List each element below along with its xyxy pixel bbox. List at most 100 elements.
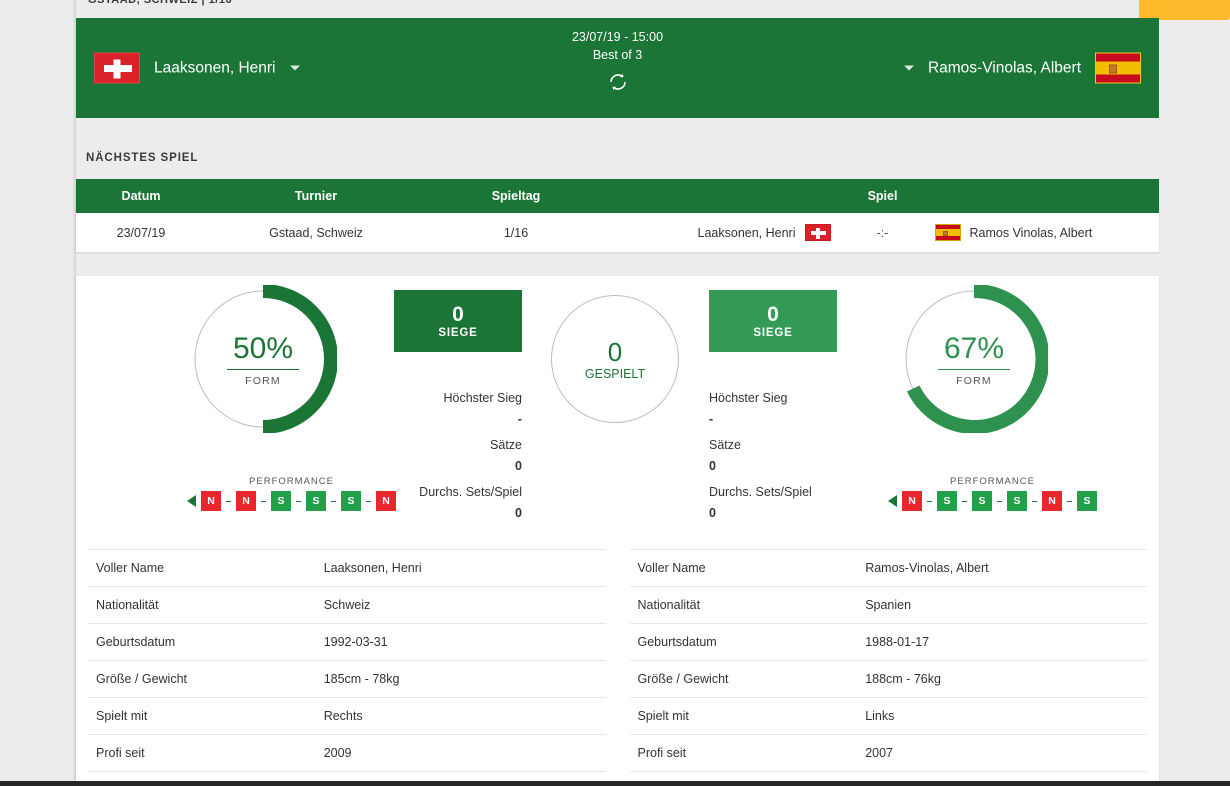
spain-flag-icon [934,224,961,241]
info-value: 1992-03-31 [323,635,388,649]
form-caption-left: FORM [245,374,281,387]
info-value: Ramos-Vinolas, Albert [865,561,989,575]
info-row: Nationalität Spanien [629,587,1147,624]
column-header-spiel: Spiel [606,179,1159,213]
form-donut-left: 50% FORM [189,285,337,433]
performance-badge[interactable]: S [271,491,291,511]
performance-badge[interactable]: S [1007,491,1027,511]
switzerland-flag-icon [94,52,140,84]
performance-badge[interactable]: N [201,491,221,511]
info-value: Laaksonen, Henri [323,561,422,575]
refresh-icon[interactable] [605,69,631,95]
stat-list-left: Höchster Sieg - Sätze 0 Durchs. Sets/Spi… [372,388,522,529]
info-table-right: Voller Name Ramos-Vinolas, Albert National… [629,549,1147,772]
info-value: 1988-01-17 [865,635,930,649]
info-row: Profi seit 2009 [88,735,606,772]
row-player2-name: Ramos Vinolas, Albert [969,225,1093,240]
chevron-down-icon[interactable] [903,65,914,71]
cell-spieltag: 1/16 [426,213,606,252]
performance-badge[interactable]: S [306,491,326,511]
info-row: Nationalität Schweiz [88,587,606,624]
next-match-table: Datum Turnier Spieltag Spiel 23/07/19 Gs… [76,179,1159,252]
performance-badge[interactable]: N [236,491,256,511]
form-donut-left-svg [194,285,337,433]
player2-name[interactable]: Ramos-Vinolas, Albert [927,59,1081,76]
column-header-spieltag: Spieltag [426,179,606,213]
performance-badge[interactable]: S [937,491,957,511]
player-info-left: Voller Name Laaksonen, Henri Nationalität S… [76,549,618,772]
wins-caption-left: SIEGE [438,327,478,339]
wins-count-left: 0 [452,303,464,326]
wins-caption-right: SIEGE [753,327,793,339]
performance-badge[interactable]: N [902,491,922,511]
info-value: Schweiz [323,598,371,612]
info-value: 2009 [323,746,352,760]
stat-list-right: Höchster Sieg - Sätze 0 Durchs. Sets/Spi… [709,388,909,529]
info-value: 185cm - 78kg [323,672,400,686]
performance-separator [331,500,336,502]
header-player1[interactable]: Laaksonen, Henri [94,52,300,84]
table-row[interactable]: 23/07/19 Gstaad, Schweiz 1/16 Laaksonen,… [76,213,1159,252]
info-row: Spielt mit Rechts [88,698,606,735]
info-label: Größe / Gewicht [637,672,729,686]
info-label: Voller Name [637,561,706,575]
performance-separator [226,500,231,502]
performance-separator [296,500,301,502]
avg-sets-value-right: 0 [709,506,716,520]
divider [938,368,1010,370]
info-row: Voller Name Laaksonen, Henri [88,549,606,587]
header-center: 23/07/19 - 15:00 Best of 3 [76,28,1159,95]
performance-separator [997,500,1002,502]
info-label: Größe / Gewicht [96,672,187,686]
wins-box-left: 0 SIEGE [394,290,522,352]
form-percent-left: 50% [232,331,294,365]
info-label: Spielt mit [637,709,689,723]
chevron-down-icon[interactable] [289,65,300,71]
played-caption: GESPIELT [584,367,646,381]
player1-name[interactable]: Laaksonen, Henri [154,59,276,76]
refresh-button[interactable] [76,69,1159,95]
bottom-bar [0,781,1230,786]
info-value: Links [865,709,895,723]
next-match-card: Datum Turnier Spieltag Spiel 23/07/19 Gs… [76,179,1159,252]
match-format: Best of 3 [592,48,643,62]
performance-badge[interactable]: S [972,491,992,511]
cell-datum: 23/07/19 [76,213,206,252]
info-label: Spielt mit [96,709,148,723]
info-label: Geburtsdatum [637,635,717,649]
performance-separator [962,500,967,502]
info-value: Spanien [865,598,912,612]
performance-separator [1067,500,1072,502]
breadcrumb[interactable]: GSTAAD, SCHWEIZ | 1/16 [88,0,233,6]
highest-win-label-left: Höchster Sieg [443,391,522,405]
performance-separator [1032,500,1037,502]
played-circle: 0 GESPIELT [551,295,679,423]
row-player1-name: Laaksonen, Henri [697,225,796,240]
player-info-right: Voller Name Ramos-Vinolas, Albert National… [618,549,1160,772]
performance-badge[interactable]: N [376,491,396,511]
header-player2[interactable]: Ramos-Vinolas, Albert [903,52,1141,84]
wins-count-right: 0 [767,303,779,326]
column-header-turnier: Turnier [206,179,426,213]
performance-separator [366,500,371,502]
accent-bar [1139,0,1230,20]
info-row: Profi seit 2007 [629,735,1147,772]
divider [227,368,299,370]
info-label: Nationalität [637,598,701,612]
left-rail [0,0,76,786]
arrow-left-icon [888,495,897,507]
info-row: Größe / Gewicht 188cm - 76kg [629,661,1147,698]
wins-box-right: 0 SIEGE [709,290,837,352]
info-label: Nationalität [96,598,159,612]
info-row: Voller Name Ramos-Vinolas, Albert [629,549,1147,587]
highest-win-value-right: - [709,412,714,426]
match-datetime: 23/07/19 - 15:00 [571,30,664,44]
performance-badge[interactable]: S [341,491,361,511]
info-table-left: Voller Name Laaksonen, Henri Nationalität S… [88,549,606,772]
info-label: Voller Name [96,561,165,575]
performance-badge[interactable]: N [1042,491,1062,511]
info-row: Größe / Gewicht 185cm - 78kg [88,661,606,698]
performance-badge[interactable]: S [1077,491,1097,511]
